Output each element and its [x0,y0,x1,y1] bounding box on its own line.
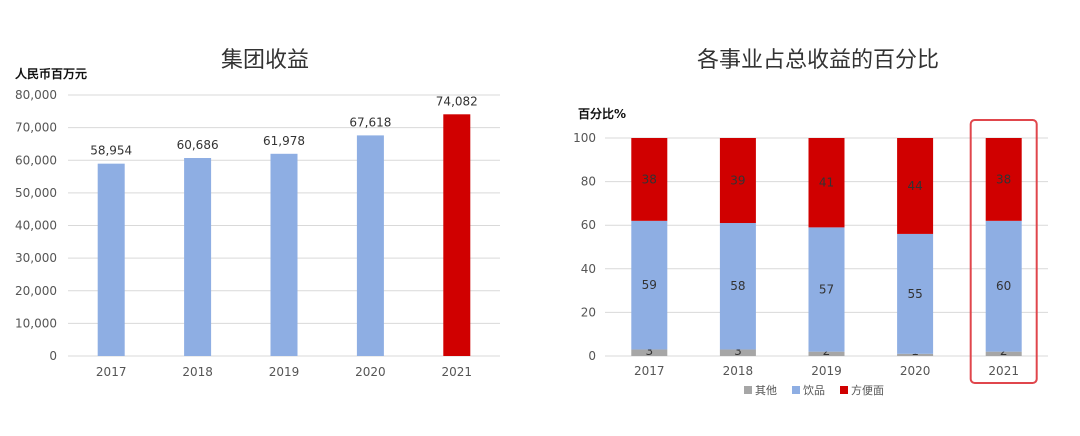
left-bar-value-label: 58,954 [90,144,132,158]
right-segment-饮品-2020 [897,233,934,354]
right-chart-y-unit: 百分比% [578,106,626,121]
left-x-tick-label: 2017 [96,365,127,379]
left-y-tick-label: 60,000 [15,153,57,167]
right-chart-title: 各事业占总收益的百分比 [697,48,939,73]
left-bar-2021 [443,114,471,357]
right-segment-其他-2021 [985,351,1022,356]
right-segment-value-label: 58 [730,279,745,293]
right-segment-value-label: 41 [819,176,834,190]
left-bar-value-label: 60,686 [177,138,219,152]
right-segment-value-label: 60 [996,279,1011,293]
left-chart-y-unit: 人民币百万元 [15,66,87,81]
highlight-box-2021 [969,119,1038,384]
right-segment-value-label: 3 [645,344,653,358]
left-bar-2018 [184,158,212,356]
right-y-tick-label: 40 [581,262,596,276]
left-x-tick-label: 2021 [442,365,473,379]
left-bar-2017 [97,163,125,356]
left-chart: 集团收益 人民币百万元 58,954 60,686 61,978 67,618 74,0… [15,48,500,379]
left-bar-value-label: 61,978 [263,134,305,148]
left-y-tick-label: 50,000 [15,186,57,200]
right-segment-饮品-2021 [985,220,1022,352]
legend-swatch-其他 [744,386,752,394]
right-segment-其他-2018 [719,349,756,356]
right-segment-value-label: 55 [907,287,922,301]
right-segment-方便面-2018 [719,138,756,224]
right-segment-value-label: 44 [907,179,922,193]
right-chart: 各事业占总收益的百分比 百分比% 35938358392574115544260… [573,48,1048,397]
right-y-tick-label: 100 [573,131,596,145]
legend-swatch-方便面 [840,386,848,394]
legend-label: 其他 [755,384,777,397]
left-chart-title: 集团收益 [221,48,309,73]
left-x-tick-label: 2019 [269,365,300,379]
right-segment-其他-2020 [897,353,934,356]
legend-label: 方便面 [851,383,884,397]
left-bar-value-label: 67,618 [349,115,391,129]
right-y-tick-label: 0 [588,349,596,363]
left-bar-value-label: 74,082 [436,94,478,108]
right-segment-饮品-2017 [631,220,668,350]
legend-swatch-饮品 [792,386,800,394]
right-x-tick-label: 2020 [900,364,931,378]
left-y-tick-label: 0 [49,349,57,363]
left-y-tick-label: 70,000 [15,121,57,135]
right-x-tick-label: 2017 [634,364,665,378]
right-x-tick-label: 2018 [723,364,754,378]
right-y-tick-label: 20 [581,305,596,319]
left-y-tick-label: 80,000 [15,88,57,102]
right-segment-饮品-2019 [808,227,845,352]
right-segment-value-label: 3 [734,344,742,358]
left-bar-2019 [270,153,298,356]
right-segment-value-label: 57 [819,283,834,297]
right-segment-其他-2017 [631,349,668,356]
right-x-tick-label: 2021 [988,364,1019,378]
left-x-tick-label: 2018 [182,365,213,379]
left-x-tick-label: 2020 [355,365,386,379]
right-segment-方便面-2019 [808,138,845,228]
right-y-tick-label: 80 [581,175,596,189]
left-bar-2020 [356,135,384,356]
right-segment-value-label: 38 [996,172,1011,186]
right-segment-value-label: 39 [730,174,745,188]
right-y-tick-label: 60 [581,218,596,232]
right-segment-value-label: 38 [642,172,657,186]
left-y-tick-label: 30,000 [15,251,57,265]
right-x-tick-label: 2019 [811,364,842,378]
right-segment-方便面-2017 [631,138,668,221]
left-y-tick-label: 10,000 [15,316,57,330]
right-segment-其他-2019 [808,351,845,356]
right-segment-value-label: 59 [642,278,657,292]
left-y-tick-label: 40,000 [15,219,57,233]
legend-label: 饮品 [803,384,825,397]
left-y-tick-label: 20,000 [15,284,57,298]
right-segment-方便面-2021 [985,138,1022,221]
right-segment-方便面-2020 [897,138,934,234]
right-segment-饮品-2018 [719,223,756,350]
